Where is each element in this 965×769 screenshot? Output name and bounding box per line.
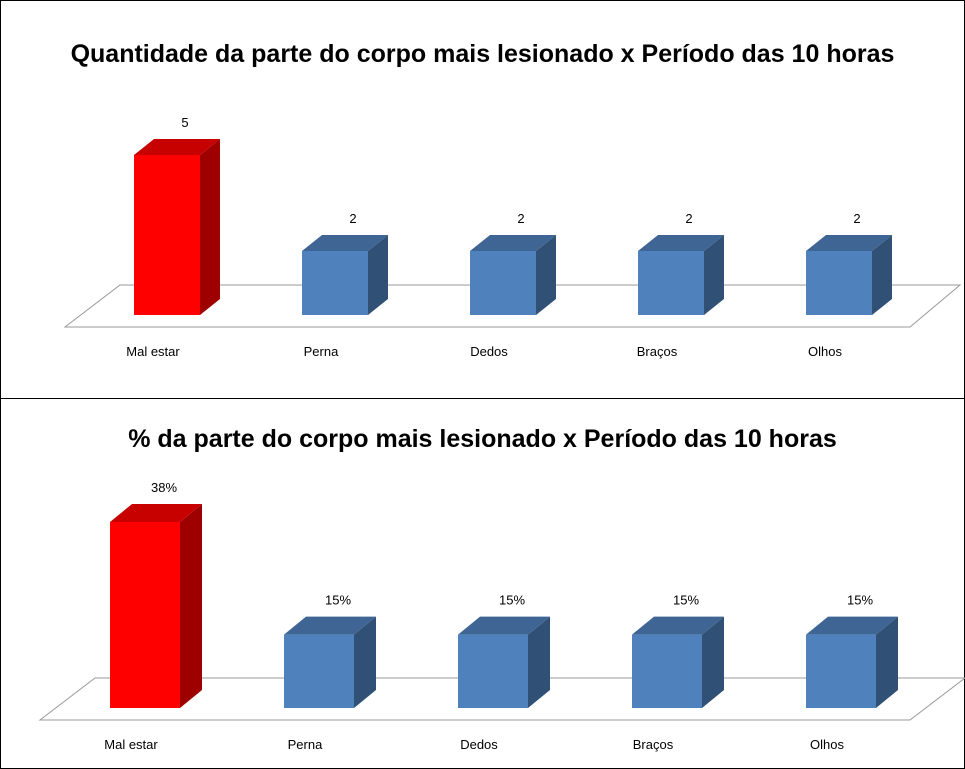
- bar: [806, 235, 892, 315]
- bar: [470, 235, 556, 315]
- bar: [638, 235, 724, 315]
- bar-side: [180, 504, 202, 708]
- bar: [284, 616, 376, 708]
- x-tick-label: Perna: [288, 737, 323, 752]
- x-tick-label: Perna: [304, 344, 339, 359]
- bar-top: [632, 616, 724, 635]
- bar-front: [806, 251, 872, 315]
- x-tick-label: Mal estar: [126, 344, 180, 359]
- bar-side: [354, 616, 376, 708]
- value-label: 15%: [847, 593, 873, 608]
- bar-front: [458, 634, 528, 708]
- value-label: 2: [853, 211, 860, 226]
- bar: [134, 139, 220, 315]
- bar-top: [284, 616, 376, 635]
- value-label: 15%: [325, 593, 351, 608]
- bar: [806, 616, 898, 708]
- bar-side: [200, 139, 220, 315]
- value-label: 5: [181, 115, 188, 130]
- x-tick-label: Braços: [637, 344, 678, 359]
- x-tick-label: Olhos: [808, 344, 842, 359]
- bar: [632, 616, 724, 708]
- x-tick-label: Dedos: [460, 737, 498, 752]
- bar-top: [638, 235, 724, 251]
- bar-side: [704, 235, 724, 315]
- bar: [302, 235, 388, 315]
- bar-top: [134, 139, 220, 155]
- x-tick-label: Dedos: [470, 344, 508, 359]
- bar-top: [458, 616, 550, 635]
- bar-side: [368, 235, 388, 315]
- bar-top: [806, 616, 898, 635]
- bar-top: [302, 235, 388, 251]
- value-label: 2: [517, 211, 524, 226]
- value-label: 2: [685, 211, 692, 226]
- bar-side: [536, 235, 556, 315]
- chart-title: % da parte do corpo mais lesionado x Per…: [128, 425, 837, 453]
- bar-front: [302, 251, 368, 315]
- value-label: 15%: [673, 593, 699, 608]
- bar-side: [528, 616, 550, 708]
- bar-front: [470, 251, 536, 315]
- value-label: 15%: [499, 593, 525, 608]
- bar-front: [638, 251, 704, 315]
- bar-top: [470, 235, 556, 251]
- x-tick-label: Olhos: [810, 737, 844, 752]
- chart-title: Quantidade da parte do corpo mais lesion…: [70, 40, 895, 68]
- bar-front: [806, 634, 876, 708]
- bar-side: [702, 616, 724, 708]
- bar-top: [110, 504, 202, 522]
- bar-side: [872, 235, 892, 315]
- bar-top: [806, 235, 892, 251]
- x-tick-label: Braços: [633, 737, 674, 752]
- bar-front: [632, 634, 702, 708]
- bar: [110, 504, 202, 708]
- bar-front: [284, 634, 354, 708]
- value-label: 38%: [151, 480, 177, 495]
- value-label: 2: [349, 211, 356, 226]
- bar-front: [110, 522, 180, 708]
- x-tick-label: Mal estar: [104, 737, 158, 752]
- bar-side: [876, 616, 898, 708]
- bar-front: [134, 155, 200, 315]
- bar: [458, 616, 550, 708]
